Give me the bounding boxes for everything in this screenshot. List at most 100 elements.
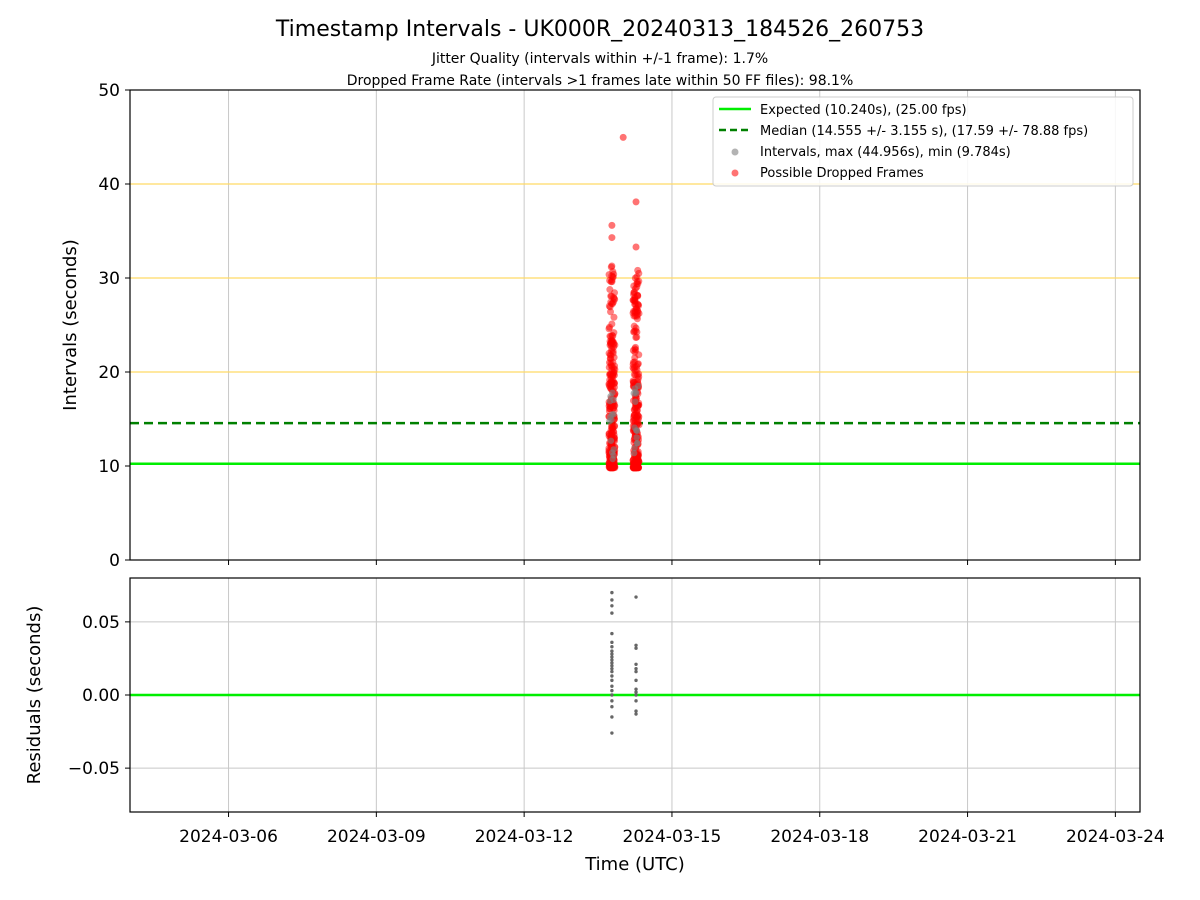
dropped-frame-point: [608, 221, 616, 229]
dropped-frame-point: [610, 463, 618, 471]
intervals-y-axis-label: Intervals (seconds): [60, 239, 81, 411]
interval-point: [635, 382, 642, 390]
residual-point: [610, 655, 614, 659]
residual-point: [610, 705, 614, 709]
dropped-frame-point: [610, 371, 618, 379]
residual-point: [610, 645, 614, 649]
residual-point: [634, 662, 638, 666]
residual-point: [610, 699, 614, 703]
interval-point: [633, 427, 641, 435]
residual-point: [634, 595, 638, 599]
dropped-frame-point: [634, 266, 642, 274]
dropped-frame-point: [633, 328, 641, 336]
interval-point: [610, 411, 617, 418]
residual-point: [634, 646, 638, 650]
residual-point: [610, 652, 614, 656]
dropped-frame-point: [610, 401, 618, 409]
interval-point: [633, 439, 641, 447]
interval-point: [632, 398, 639, 405]
dropped-frame-point: [608, 365, 616, 373]
residual-point: [610, 611, 614, 615]
intervals-marks: [130, 133, 1140, 472]
legend: Expected (10.240s), (25.00 fps) Median (…: [712, 96, 1134, 187]
interval-point: [609, 455, 616, 463]
dropped-frame-point: [608, 278, 616, 286]
chart-subtitle-jitter: Jitter Quality (intervals within +/-1 fr…: [431, 51, 768, 67]
residual-point: [610, 688, 614, 693]
residual-point: [610, 669, 614, 674]
x-axis-ticks: 2024-03-06 2024-03-09 2024-03-12 2024-03-15…: [179, 812, 1165, 847]
interval-point: [610, 446, 617, 453]
dropped-frame-point: [610, 313, 618, 321]
legend-dropped-marker: [731, 169, 739, 177]
residual-point: [610, 631, 614, 636]
x-tick-label: 2024-03-15: [623, 827, 722, 847]
dropped-frame-point: [632, 243, 640, 251]
dropped-frame-point: [630, 322, 638, 330]
legend-intervals-label: Intervals, max (44.956s), min (9.784s): [760, 145, 1011, 160]
dropped-frame-point: [631, 293, 639, 301]
x-tick-label: 2024-03-06: [179, 827, 278, 847]
residual-point: [634, 693, 638, 697]
interval-point: [630, 449, 638, 457]
dropped-frame-point: [633, 333, 641, 341]
residual-point: [634, 666, 638, 671]
x-tick-label: 2024-03-24: [1066, 827, 1165, 847]
dropped-frame-point: [607, 263, 615, 271]
x-tick-label: 2024-03-21: [918, 827, 1017, 847]
y-tick-label: 50: [98, 81, 120, 101]
dropped-frame-point: [634, 412, 642, 420]
dropped-frame-point: [607, 377, 615, 385]
legend-intervals-marker: [731, 148, 739, 156]
legend-median-label: Median (14.555 +/- 3.155 s), (17.59 +/- …: [760, 124, 1088, 139]
chart-title: Timestamp Intervals - UK000R_20240313_18…: [275, 17, 924, 42]
residual-point: [610, 598, 614, 602]
dropped-frame-point: [632, 198, 640, 206]
dropped-frame-point: [619, 133, 627, 141]
x-tick-label: 2024-03-09: [327, 827, 426, 847]
residual-point: [610, 640, 614, 645]
dropped-frame-point: [630, 463, 638, 471]
x-axis-label: Time (UTC): [584, 854, 685, 875]
legend-box: [712, 96, 1134, 187]
residual-point: [610, 658, 614, 662]
residual-point: [610, 678, 614, 683]
dropped-frame-point: [633, 305, 641, 313]
y-tick-label: 0: [109, 551, 120, 571]
residual-point: [634, 699, 638, 703]
residual-point: [634, 687, 638, 691]
residual-point: [610, 731, 614, 735]
dropped-frame-point: [629, 378, 637, 386]
residuals-y-ticks: 0.05 0.00 −0.05: [68, 613, 130, 779]
residual-point: [634, 709, 638, 713]
intervals-axes-frame: [129, 89, 1141, 561]
intervals-panel: 0 10 20 30 40 50 Intervals (seconds) Expected…: [60, 81, 1141, 571]
dropped-frame-point: [608, 234, 616, 242]
residual-point: [610, 684, 614, 688]
residual-point: [610, 693, 614, 697]
residual-point: [634, 678, 638, 683]
y-tick-label: 30: [98, 269, 120, 289]
y-tick-label: 40: [98, 175, 120, 195]
interval-point: [633, 434, 640, 441]
residual-point: [610, 674, 614, 678]
y-tick-label: 10: [98, 457, 120, 477]
dropped-frame-point: [631, 363, 639, 371]
interval-point: [631, 444, 638, 452]
y-tick-label: 20: [98, 363, 120, 383]
residual-point: [634, 712, 638, 716]
residual-point: [634, 690, 638, 694]
residuals-marks: [130, 590, 1140, 735]
dropped-frame-point: [608, 429, 616, 437]
interval-point: [608, 416, 615, 423]
dropped-frame-point: [607, 298, 615, 306]
residual-point: [610, 664, 614, 668]
intervals-x-tick-marks: [228, 560, 1116, 565]
dropped-frame-point: [633, 283, 641, 291]
legend-dropped-label: Possible Dropped Frames: [760, 166, 924, 181]
residuals-panel: 0.050.00−0.05 2024-03-06 2024-03-09 2024-0…: [24, 577, 1165, 847]
x-tick-label: 2024-03-12: [475, 827, 574, 847]
dropped-frame-point: [610, 339, 618, 347]
dropped-frame-point: [606, 359, 614, 367]
